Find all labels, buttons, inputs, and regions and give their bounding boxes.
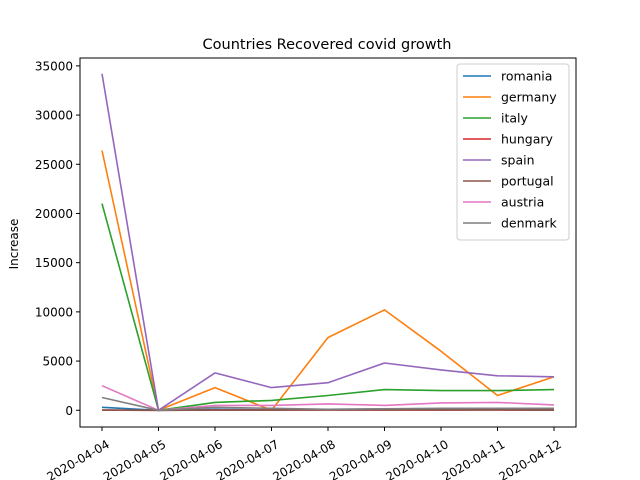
y-tick-label: 35000 [35,59,73,73]
legend-label-spain: spain [501,153,535,168]
legend-label-denmark: denmark [501,216,558,231]
y-tick-label: 0 [65,404,73,418]
series-lines [101,73,555,412]
y-tick-label: 20000 [35,207,73,221]
legend-label-italy: italy [501,111,529,126]
chart-title: Countries Recovered covid growth [203,37,452,53]
series-line-denmark [101,396,554,412]
legend-label-hungary: hungary [501,132,554,147]
axes-frame [79,57,577,428]
legend-label-portugal: portugal [501,174,554,189]
legend-label-romania: romania [501,69,552,84]
series-line-spain [101,73,555,412]
y-axis-label: Increase [7,219,21,270]
legend-box [456,63,570,241]
y-tick-label: 25000 [35,158,73,172]
series-line-germany [101,150,555,412]
axes-border [79,57,577,428]
legend-label-germany: germany [501,90,557,105]
y-tick-label: 15000 [35,256,73,270]
series-line-italy [101,203,555,412]
y-axis-ticks: 0 5000 10000 15000 20000 25000 30000 35000 [35,59,80,418]
y-tick-label: 5000 [42,355,73,369]
y-tick-label: 10000 [35,305,73,319]
legend-label-austria: austria [501,195,544,210]
y-tick-label: 30000 [35,109,73,123]
legend: romania germany italy hungary spain portugal a… [456,63,570,241]
